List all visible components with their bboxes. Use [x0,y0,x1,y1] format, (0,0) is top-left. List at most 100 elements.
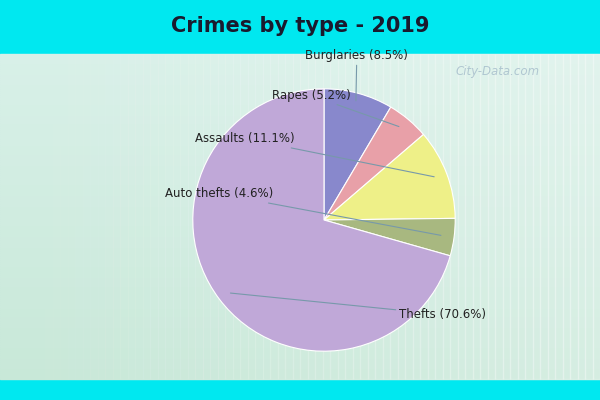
Bar [0,232,600,234]
Text: Burglaries (8.5%): Burglaries (8.5%) [305,50,408,101]
Wedge shape [193,89,450,351]
Bar [248,54,255,379]
Bar [0,316,600,318]
Bar [0,340,600,342]
Bar [180,54,187,379]
Bar [405,54,413,379]
Bar [195,54,203,379]
Bar [0,149,600,152]
Bar [0,342,600,344]
Bar [30,54,37,379]
Bar [0,89,600,91]
Bar [15,54,23,379]
Bar [128,54,135,379]
Bar [0,106,600,108]
Bar [0,234,600,236]
Bar [0,238,600,240]
Bar [150,54,157,379]
Bar [585,54,593,379]
Bar [0,193,600,195]
Bar [0,91,600,93]
Bar [210,54,218,379]
Bar [0,329,600,332]
Bar [285,54,293,379]
Bar [105,54,113,379]
Bar [0,147,600,149]
Wedge shape [324,134,455,220]
Bar [0,223,600,225]
Bar [233,54,240,379]
Bar [0,366,600,368]
Bar [0,145,600,147]
Bar [0,71,600,74]
Bar [0,65,600,67]
Wedge shape [324,89,391,220]
Bar [23,54,30,379]
Bar [0,271,600,273]
Bar [263,54,270,379]
Bar [0,206,600,208]
Bar [0,247,600,249]
Bar [0,295,600,297]
Bar [0,210,600,212]
Bar [548,54,555,379]
Bar [0,156,600,158]
Bar [0,258,600,260]
Bar [0,332,600,334]
Bar [0,375,600,377]
Bar [0,176,600,178]
Bar [0,188,600,190]
Bar [0,262,600,264]
Bar [0,299,600,301]
Bar [120,54,128,379]
Bar [495,54,503,379]
Bar [203,54,210,379]
Bar [0,208,600,210]
Bar [330,54,337,379]
Bar [353,54,360,379]
Bar [173,54,180,379]
Bar [0,82,600,84]
Bar [0,132,600,134]
Bar [293,54,300,379]
Bar [0,80,600,82]
Bar [0,74,600,76]
Bar [135,54,143,379]
Bar [0,128,600,130]
Text: City-Data.com: City-Data.com [456,66,540,78]
Bar [0,86,600,89]
Bar [0,275,600,277]
Bar [240,54,248,379]
Bar [0,202,600,204]
Bar [143,54,150,379]
Bar [420,54,427,379]
Bar [45,54,53,379]
Bar [555,54,563,379]
Bar [0,104,600,106]
Bar [0,78,600,80]
Bar [67,54,75,379]
Bar [0,212,600,214]
Bar [450,54,458,379]
Bar [0,230,600,232]
Bar [0,312,600,314]
Bar [0,162,600,164]
Bar [0,178,600,180]
Bar [0,353,600,355]
Bar [0,327,600,329]
Bar [0,60,600,63]
Bar [503,54,510,379]
Wedge shape [324,218,455,256]
Bar [0,264,600,266]
Bar [0,67,600,69]
Bar [270,54,277,379]
Bar [0,310,600,312]
Bar [0,171,600,173]
Bar [0,143,600,145]
Text: Thefts (70.6%): Thefts (70.6%) [230,293,485,321]
Bar [0,254,600,256]
Bar [0,56,600,58]
Bar [0,338,600,340]
Bar [7,54,15,379]
Bar [465,54,473,379]
